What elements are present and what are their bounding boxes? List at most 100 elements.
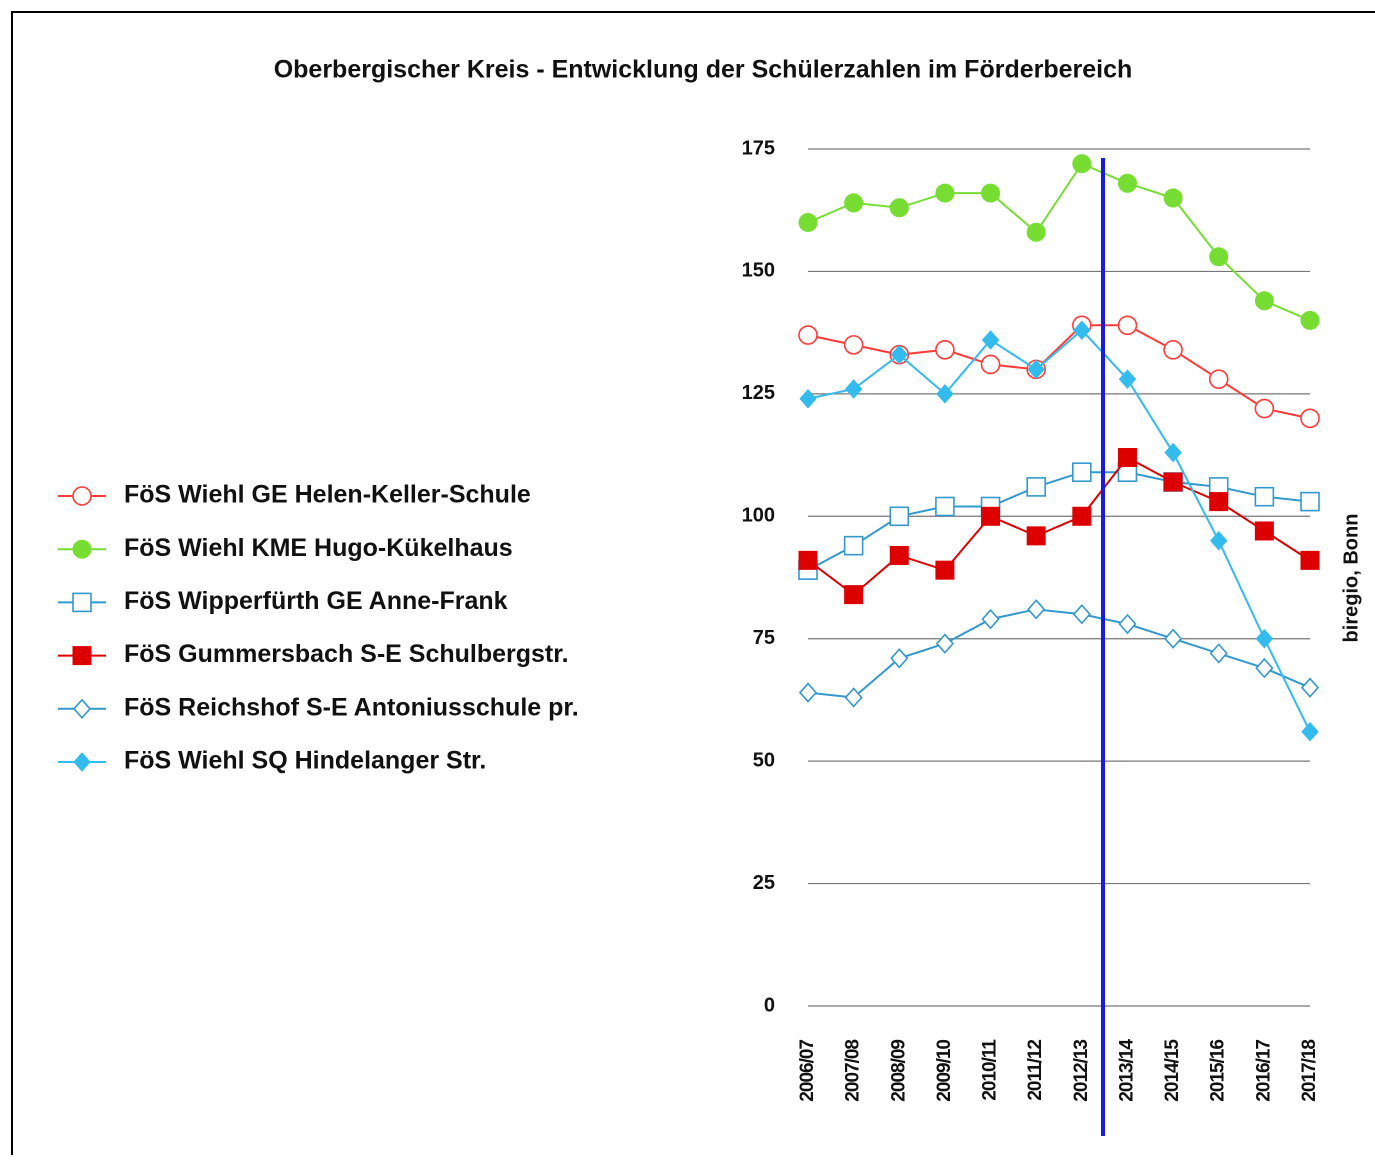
x-tick-label: 2008/09 xyxy=(888,1040,909,1102)
point xyxy=(1254,521,1274,541)
x-tick-label: 2015/16 xyxy=(1208,1040,1229,1102)
point xyxy=(1209,492,1229,512)
frame xyxy=(11,11,1375,1160)
point xyxy=(981,330,1000,350)
point xyxy=(798,550,818,570)
point xyxy=(890,648,909,669)
point xyxy=(1027,599,1046,620)
point xyxy=(844,687,863,708)
x-tick-label: 2017/18 xyxy=(1299,1040,1320,1102)
legend-label: FöS Wipperfürth GE Anne-Frank xyxy=(124,587,508,615)
point xyxy=(1164,442,1182,463)
y-tick-label: 150 xyxy=(742,260,775,282)
x-tick-label: 2014/15 xyxy=(1162,1039,1183,1102)
point xyxy=(1255,628,1274,649)
point xyxy=(935,183,955,203)
point xyxy=(890,344,908,365)
point xyxy=(1118,369,1137,389)
point xyxy=(981,506,1001,526)
point xyxy=(1300,408,1320,429)
point xyxy=(1027,359,1045,380)
point xyxy=(936,384,954,404)
point xyxy=(1164,628,1183,649)
point xyxy=(1072,462,1092,483)
point xyxy=(1209,643,1228,664)
point xyxy=(889,545,909,565)
point xyxy=(935,633,954,654)
legend-label: FöS Wiehl SQ Hindelanger Str. xyxy=(124,747,486,775)
y-tick-label: 0 xyxy=(764,994,775,1016)
point xyxy=(72,592,92,613)
point xyxy=(72,646,92,666)
point xyxy=(1209,247,1229,267)
x-tick-label: 2006/07 xyxy=(797,1040,818,1102)
point xyxy=(1163,188,1183,208)
legend-label: FöS Wiehl KME Hugo-Kükelhaus xyxy=(124,534,513,562)
point xyxy=(1072,604,1091,625)
source-note: biregio, Bonn xyxy=(1340,514,1362,643)
series-line xyxy=(807,162,1311,322)
y-tick-label: 75 xyxy=(753,627,775,649)
point xyxy=(981,608,1000,630)
point xyxy=(844,379,863,399)
point xyxy=(1300,550,1320,570)
point xyxy=(1208,369,1229,389)
grid: 0 25 50 75 100 125 150 175 2006/07 2007/08 2008/09… xyxy=(742,137,1320,1101)
point xyxy=(935,560,955,580)
point xyxy=(1300,491,1320,512)
point xyxy=(1254,486,1275,507)
point xyxy=(935,496,955,517)
point xyxy=(1163,472,1183,492)
legend-label: FöS Gummersbach S-E Schulbergstr. xyxy=(124,640,569,668)
legend-label: FöS Reichshof S-E Antoniusschule pr. xyxy=(124,693,579,721)
y-tick-label: 175 xyxy=(742,137,775,159)
point xyxy=(844,585,864,605)
point xyxy=(889,198,909,218)
point xyxy=(798,325,818,345)
series-line xyxy=(807,324,1311,420)
y-tick-label: 100 xyxy=(742,505,775,527)
point xyxy=(1210,531,1228,551)
point xyxy=(981,183,1001,203)
point xyxy=(1254,398,1275,419)
x-tick-label: 2013/14 xyxy=(1116,1039,1137,1102)
point xyxy=(1026,526,1046,546)
y-tick-label: 125 xyxy=(742,382,775,404)
point xyxy=(72,539,92,559)
point xyxy=(1026,222,1046,242)
point xyxy=(1300,310,1320,330)
point xyxy=(72,486,92,506)
point xyxy=(935,339,955,360)
point xyxy=(798,212,818,232)
point xyxy=(73,752,91,772)
point xyxy=(889,506,910,527)
point xyxy=(1118,613,1137,635)
point xyxy=(798,682,818,703)
marks xyxy=(798,154,1320,742)
series-line xyxy=(807,471,1311,572)
x-tick-label: 2010/11 xyxy=(980,1039,1001,1101)
point xyxy=(1026,477,1046,497)
point xyxy=(843,535,864,556)
point xyxy=(1117,315,1138,336)
x-tick-label: 2016/17 xyxy=(1253,1040,1274,1102)
point xyxy=(980,354,1001,375)
point xyxy=(1254,291,1274,311)
point xyxy=(1300,677,1320,698)
point xyxy=(1117,448,1137,468)
x-tick-label: 2011/12 xyxy=(1025,1040,1046,1101)
point xyxy=(1117,173,1137,193)
point xyxy=(1163,339,1183,360)
x-tick-label: 2012/13 xyxy=(1071,1040,1092,1102)
x-tick-label: 2009/10 xyxy=(934,1040,955,1102)
point xyxy=(799,389,817,409)
point xyxy=(1072,154,1092,174)
point xyxy=(1301,722,1319,742)
point xyxy=(1255,657,1274,679)
point xyxy=(1072,506,1092,526)
y-tick-label: 50 xyxy=(753,749,775,771)
point xyxy=(843,335,864,355)
x-tick-label: 2007/08 xyxy=(843,1040,864,1102)
legend-label: FöS Wiehl GE Helen-Keller-Schule xyxy=(124,481,531,509)
